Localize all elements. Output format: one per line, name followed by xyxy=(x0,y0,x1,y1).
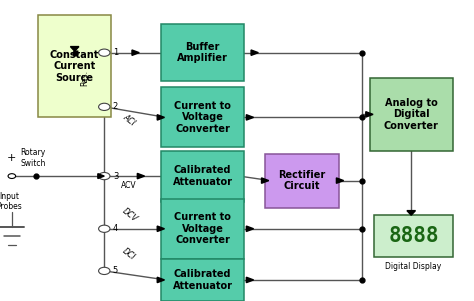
Text: DCI: DCI xyxy=(121,247,137,262)
Text: Calibrated
Attenuator: Calibrated Attenuator xyxy=(173,165,233,187)
Text: 2: 2 xyxy=(113,102,118,111)
Polygon shape xyxy=(251,50,258,55)
Text: 3: 3 xyxy=(113,172,118,181)
Polygon shape xyxy=(132,50,139,55)
FancyBboxPatch shape xyxy=(370,78,453,150)
Text: Current to
Voltage
Converter: Current to Voltage Converter xyxy=(174,101,231,134)
Text: 4: 4 xyxy=(113,224,118,233)
Polygon shape xyxy=(157,277,164,283)
FancyBboxPatch shape xyxy=(161,199,244,259)
Text: 8888: 8888 xyxy=(388,226,439,246)
Circle shape xyxy=(99,103,110,110)
Polygon shape xyxy=(337,178,344,183)
Text: Current to
Voltage
Converter: Current to Voltage Converter xyxy=(174,212,231,245)
Polygon shape xyxy=(246,115,254,120)
FancyBboxPatch shape xyxy=(38,15,111,117)
Polygon shape xyxy=(246,277,254,283)
Polygon shape xyxy=(157,115,164,120)
Circle shape xyxy=(99,172,110,180)
Polygon shape xyxy=(137,173,145,179)
FancyBboxPatch shape xyxy=(161,150,244,202)
Text: 1: 1 xyxy=(113,48,118,57)
Polygon shape xyxy=(246,226,254,231)
Text: Rotary
Switch: Rotary Switch xyxy=(20,148,46,168)
Text: 5: 5 xyxy=(113,266,118,275)
Text: Res.: Res. xyxy=(80,70,89,85)
Polygon shape xyxy=(98,174,104,178)
Polygon shape xyxy=(70,47,79,51)
Text: DCV: DCV xyxy=(121,206,139,224)
Text: ACV: ACV xyxy=(121,181,137,190)
FancyBboxPatch shape xyxy=(161,259,244,301)
Text: Buffer
Amplifier: Buffer Amplifier xyxy=(177,42,228,64)
Circle shape xyxy=(99,267,110,275)
Circle shape xyxy=(99,49,110,56)
FancyBboxPatch shape xyxy=(161,87,244,147)
Polygon shape xyxy=(157,226,164,231)
Text: Input
Probes: Input Probes xyxy=(0,192,22,211)
Circle shape xyxy=(8,174,16,178)
Polygon shape xyxy=(262,178,269,183)
Circle shape xyxy=(99,225,110,232)
FancyBboxPatch shape xyxy=(265,154,339,208)
Text: Digital Display: Digital Display xyxy=(385,262,442,271)
FancyBboxPatch shape xyxy=(161,24,244,81)
Text: Constant
Current
Source: Constant Current Source xyxy=(50,50,100,83)
Text: Calibrated
Attenuator: Calibrated Attenuator xyxy=(173,269,233,291)
FancyBboxPatch shape xyxy=(374,215,453,257)
Text: Analog to
Digital
Converter: Analog to Digital Converter xyxy=(384,98,438,131)
Polygon shape xyxy=(407,211,415,215)
Text: +: + xyxy=(7,153,17,163)
Polygon shape xyxy=(366,112,373,117)
Text: ACI: ACI xyxy=(121,113,137,128)
Text: Rectifier
Circuit: Rectifier Circuit xyxy=(279,170,326,191)
